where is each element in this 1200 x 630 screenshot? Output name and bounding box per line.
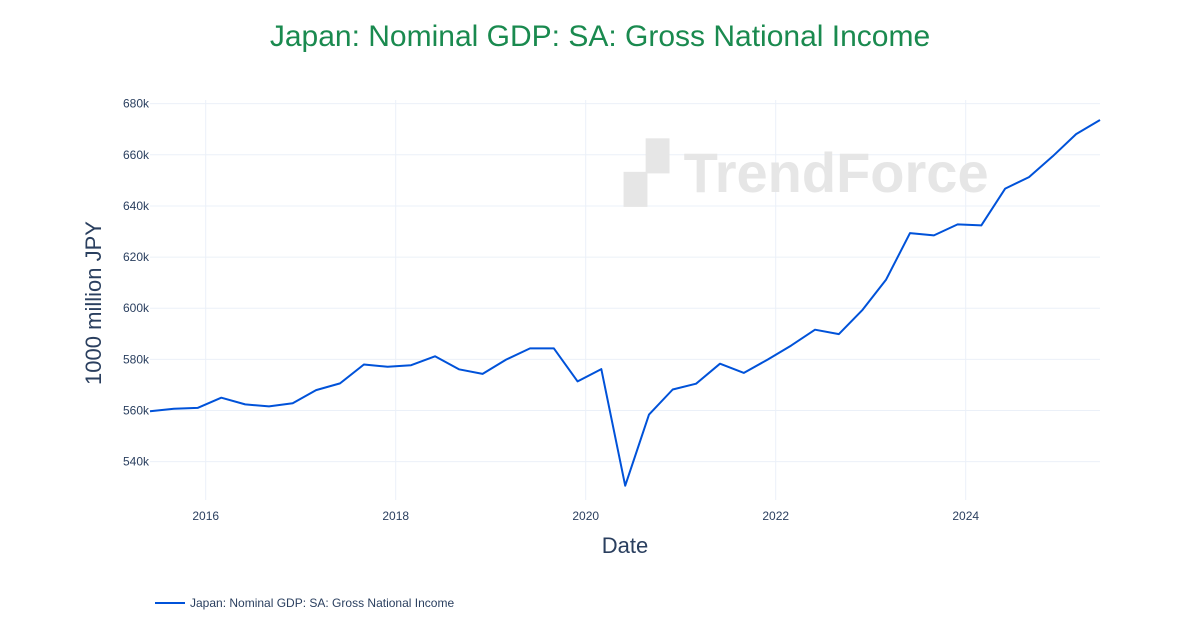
y-tick-label: 680k (123, 97, 150, 111)
series-lines (149, 119, 1101, 487)
x-tick-label: 2016 (192, 509, 219, 523)
x-axis-ticks: 2016 2018 2020 2022 2024 (192, 509, 979, 523)
legend[interactable]: Japan: Nominal GDP: SA: Gross National I… (155, 596, 454, 610)
y-axis-title: 1000 million JPY (81, 221, 106, 385)
legend-swatch (155, 602, 185, 604)
x-tick-label: 2018 (382, 509, 409, 523)
x-axis-title: Date (602, 533, 648, 558)
legend-label: Japan: Nominal GDP: SA: Gross National I… (190, 596, 455, 610)
x-tick-label: 2024 (952, 509, 979, 523)
gridlines (150, 100, 1100, 500)
y-tick-label: 620k (123, 250, 150, 264)
x-tick-label: 2020 (572, 509, 599, 523)
y-tick-label: 660k (123, 148, 150, 162)
watermark-logo: ▞ TrendForce (623, 138, 989, 207)
watermark-text: TrendForce (684, 141, 989, 204)
y-tick-label: 580k (123, 352, 150, 366)
y-tick-label: 600k (123, 301, 150, 315)
chart-title: Japan: Nominal GDP: SA: Gross National I… (269, 20, 931, 53)
y-tick-label: 560k (123, 404, 150, 418)
x-tick-label: 2022 (762, 509, 789, 523)
y-axis-ticks: 540k 560k 580k 600k 620k 640k 660k 680k (123, 97, 150, 469)
y-tick-label: 640k (123, 199, 150, 213)
series-line (149, 119, 1101, 487)
y-tick-label: 540k (123, 455, 150, 469)
